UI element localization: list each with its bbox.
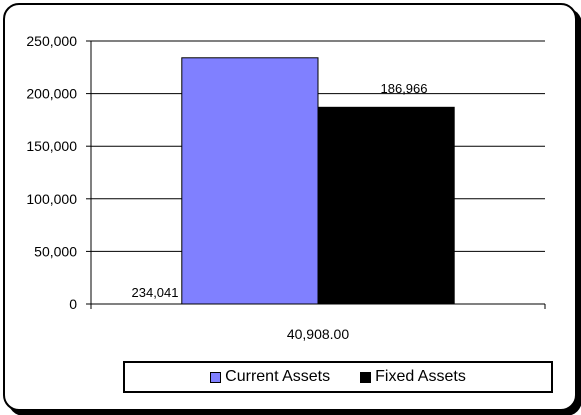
y-tick-label: 0 xyxy=(69,296,77,312)
y-tick-label: 100,000 xyxy=(26,191,77,207)
data-label: 186,966 xyxy=(381,81,428,96)
legend-label-fixed-assets: Fixed Assets xyxy=(375,368,466,385)
legend-swatch-current-assets xyxy=(210,371,222,383)
legend-swatch-fixed-assets xyxy=(360,371,372,383)
y-tick-label: 50,000 xyxy=(34,243,77,259)
y-tick-label: 150,000 xyxy=(26,138,77,154)
y-tick-label: 200,000 xyxy=(26,86,77,102)
legend: Current Assets Fixed Assets xyxy=(123,361,553,393)
bar-current-assets xyxy=(181,57,319,305)
legend-item-current-assets: Current Assets xyxy=(210,368,330,386)
x-category-label: 40,908.00 xyxy=(287,326,349,342)
legend-label-current-assets: Current Assets xyxy=(225,368,331,385)
data-label: 234,041 xyxy=(132,285,179,300)
legend-item-fixed-assets: Fixed Assets xyxy=(360,368,466,386)
bar-fixed-assets xyxy=(317,106,455,305)
y-tick-label: 250,000 xyxy=(26,33,77,49)
